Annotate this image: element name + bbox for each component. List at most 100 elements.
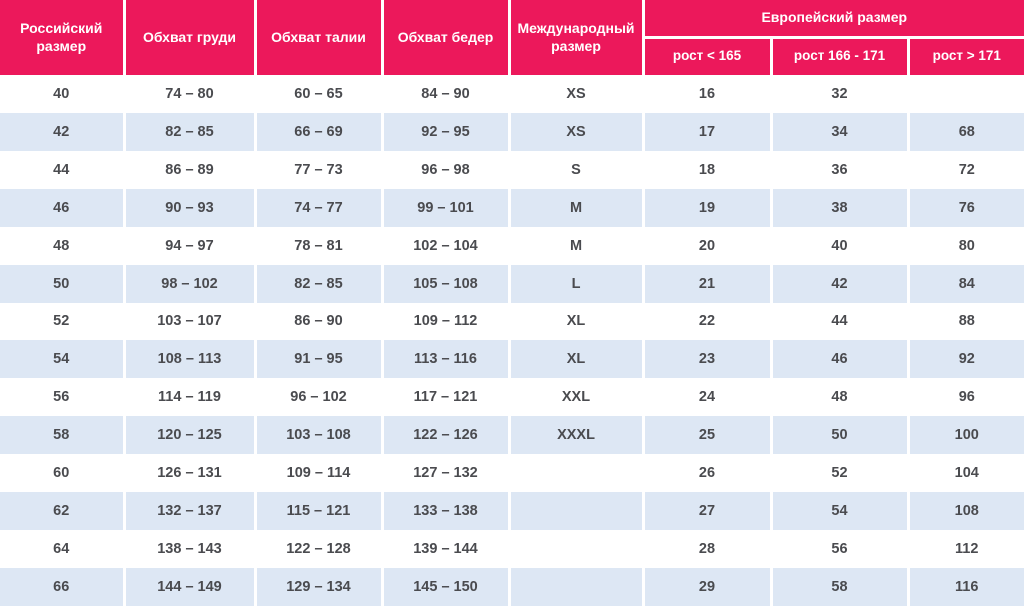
header-height-over-171: рост > 171 xyxy=(908,37,1024,75)
table-cell: 96 – 102 xyxy=(255,378,384,417)
table-cell: 114 – 119 xyxy=(124,378,257,417)
table-cell: 17 xyxy=(643,112,773,151)
table-cell: 80 xyxy=(908,226,1024,265)
table-cell: XS xyxy=(509,75,645,113)
header-height-166-171: рост 166 - 171 xyxy=(771,37,910,75)
header-hips: Обхват бедер xyxy=(382,0,511,75)
table-cell: 42 xyxy=(0,112,126,151)
header-european-size-group: Европейский размер xyxy=(643,0,1024,39)
table-cell: 86 – 89 xyxy=(124,150,257,189)
header-russian-size: Российский размер xyxy=(0,0,126,75)
table-cell: 94 – 97 xyxy=(124,226,257,265)
table-cell: XL xyxy=(509,340,645,379)
table-cell: 21 xyxy=(643,264,773,303)
table-cell: 29 xyxy=(643,567,773,606)
table-cell: 108 xyxy=(908,492,1024,531)
table-cell: 48 xyxy=(0,226,126,265)
table-cell xyxy=(509,530,645,568)
table-cell: 129 – 134 xyxy=(255,567,384,606)
table-cell: M xyxy=(509,188,645,227)
table-cell: 40 xyxy=(0,75,126,113)
table-cell: 122 – 128 xyxy=(255,530,384,568)
table-cell: S xyxy=(509,150,645,189)
table-cell: 64 xyxy=(0,530,126,568)
header-height-under-165: рост < 165 xyxy=(643,37,773,75)
table-cell: 54 xyxy=(0,340,126,379)
table-body: 40 74 – 80 60 – 65 84 – 90 XS 16 32 42 82 – 85 66… xyxy=(0,75,1024,606)
table-cell: 126 – 131 xyxy=(124,454,257,493)
table-cell: 103 – 107 xyxy=(124,302,257,341)
table-cell: 104 xyxy=(908,454,1024,493)
table-cell: 50 xyxy=(0,264,126,303)
table-cell: 76 xyxy=(908,188,1024,227)
table-cell: 99 – 101 xyxy=(382,188,511,227)
table-cell: 50 xyxy=(771,416,910,455)
table-cell: 28 xyxy=(643,530,773,568)
table-cell: 19 xyxy=(643,188,773,227)
table-cell: L xyxy=(509,264,645,303)
table-cell: 68 xyxy=(908,112,1024,151)
table-cell: 72 xyxy=(908,150,1024,189)
table-cell xyxy=(509,567,645,606)
table-cell: 120 – 125 xyxy=(124,416,257,455)
table-cell: 132 – 137 xyxy=(124,492,257,531)
table-cell: 60 xyxy=(0,454,126,493)
table-cell: 66 xyxy=(0,567,126,606)
table-cell: 62 xyxy=(0,492,126,531)
table-cell: 16 xyxy=(643,75,773,113)
table-cell: 92 – 95 xyxy=(382,112,511,151)
table-cell: XL xyxy=(509,302,645,341)
table-row: 42 82 – 85 66 – 69 92 – 95 XS 17 34 68 xyxy=(0,112,1024,151)
table-cell xyxy=(908,75,1024,113)
table-cell: 27 xyxy=(643,492,773,531)
table-row: 64 138 – 143 122 – 128 139 – 144 28 56 112 xyxy=(0,530,1024,568)
table-cell: 90 – 93 xyxy=(124,188,257,227)
table-cell: 109 – 114 xyxy=(255,454,384,493)
table-cell: 56 xyxy=(771,530,910,568)
table-row: 48 94 – 97 78 – 81 102 – 104 M 20 40 80 xyxy=(0,226,1024,265)
table-row: 62 132 – 137 115 – 121 133 – 138 27 54 108 xyxy=(0,492,1024,531)
table-cell: 38 xyxy=(771,188,910,227)
table-cell: 44 xyxy=(771,302,910,341)
table-row: 50 98 – 102 82 – 85 105 – 108 L 21 42 84 xyxy=(0,264,1024,303)
table-cell: 60 – 65 xyxy=(255,75,384,113)
table-cell: 98 – 102 xyxy=(124,264,257,303)
table-cell: 113 – 116 xyxy=(382,340,511,379)
table-row: 54 108 – 113 91 – 95 113 – 116 XL 23 46 92 xyxy=(0,340,1024,379)
table-cell: 144 – 149 xyxy=(124,567,257,606)
table-cell: 116 xyxy=(908,567,1024,606)
table-cell: 32 xyxy=(771,75,910,113)
table-cell: 108 – 113 xyxy=(124,340,257,379)
table-row: 52 103 – 107 86 – 90 109 – 112 XL 22 44 88 xyxy=(0,302,1024,341)
table-cell: 44 xyxy=(0,150,126,189)
table-cell xyxy=(509,454,645,493)
table-cell: 96 – 98 xyxy=(382,150,511,189)
table-cell: 102 – 104 xyxy=(382,226,511,265)
table-cell: 109 – 112 xyxy=(382,302,511,341)
table-cell: 139 – 144 xyxy=(382,530,511,568)
table-row: 66 144 – 149 129 – 134 145 – 150 29 58 116 xyxy=(0,567,1024,606)
header-international-size: Международный размер xyxy=(509,0,645,75)
table-cell: 122 – 126 xyxy=(382,416,511,455)
table-cell: 82 – 85 xyxy=(124,112,257,151)
header-waist: Обхват талии xyxy=(255,0,384,75)
table-cell: 82 – 85 xyxy=(255,264,384,303)
table-cell: 91 – 95 xyxy=(255,340,384,379)
table-cell: 56 xyxy=(0,378,126,417)
table-cell: 117 – 121 xyxy=(382,378,511,417)
table-cell: 78 – 81 xyxy=(255,226,384,265)
table-cell: 58 xyxy=(771,567,910,606)
table-cell: 105 – 108 xyxy=(382,264,511,303)
table-cell: XS xyxy=(509,112,645,151)
table-cell: XXXL xyxy=(509,416,645,455)
table-cell: 42 xyxy=(771,264,910,303)
table-row: 46 90 – 93 74 – 77 99 – 101 M 19 38 76 xyxy=(0,188,1024,227)
table-cell: 88 xyxy=(908,302,1024,341)
table-cell: 24 xyxy=(643,378,773,417)
table-cell: 36 xyxy=(771,150,910,189)
table-header: Российский размер Обхват груди Обхват та… xyxy=(0,0,1024,75)
table-cell: 22 xyxy=(643,302,773,341)
table-row: 56 114 – 119 96 – 102 117 – 121 XXL 24 48 96 xyxy=(0,378,1024,417)
table-cell: 52 xyxy=(0,302,126,341)
table-cell: 40 xyxy=(771,226,910,265)
